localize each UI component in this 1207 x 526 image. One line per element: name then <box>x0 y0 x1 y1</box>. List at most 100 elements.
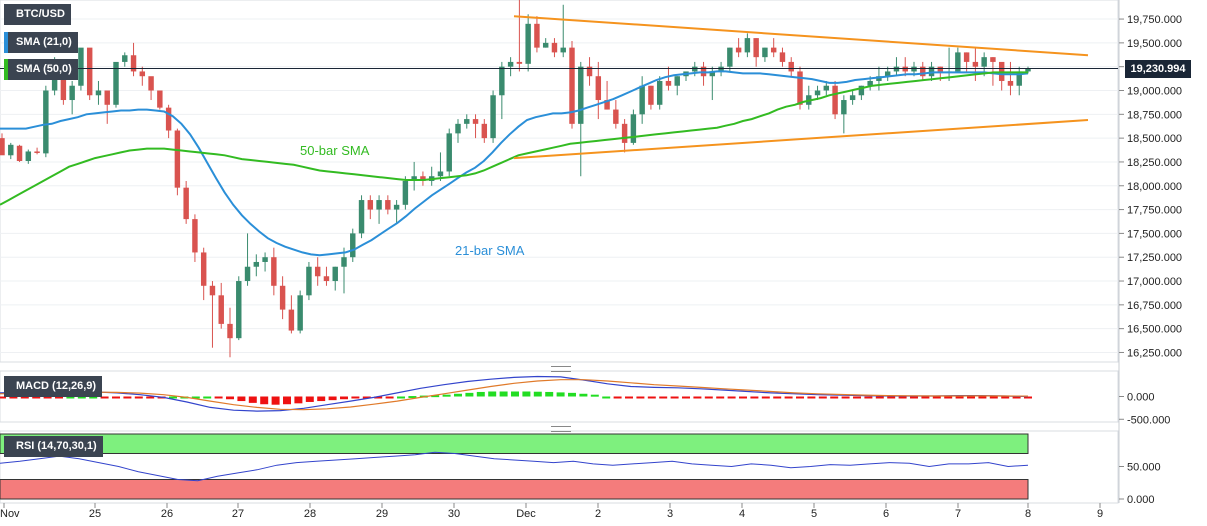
candle-body <box>130 55 137 72</box>
candle-body <box>735 47 742 53</box>
candle-body <box>955 52 961 72</box>
x-tick-label: 4 <box>739 508 745 520</box>
x-tick-label: 28 <box>304 508 316 520</box>
macd-legend[interactable]: MACD (12,26,9) <box>4 376 103 397</box>
candle-body <box>595 76 602 101</box>
x-tick-label: 5 <box>811 508 817 520</box>
y-tick-label: 17,000.000 <box>1127 276 1182 288</box>
candle-body <box>490 95 496 139</box>
macd-histogram-bar <box>967 396 975 399</box>
candle-body <box>1016 71 1022 86</box>
macd-histogram-bar <box>887 396 896 399</box>
candle-body <box>578 66 584 124</box>
candle-body <box>586 66 593 77</box>
candle-body <box>937 66 944 72</box>
candle-body <box>279 285 286 310</box>
macd-histogram-bar <box>214 396 223 399</box>
x-tick-label: 2 <box>595 508 601 520</box>
candle-body <box>823 85 830 91</box>
macd-histogram-bar <box>317 396 326 402</box>
macd-histogram-bar <box>271 396 280 405</box>
macd-histogram-bar <box>305 396 314 402</box>
candle-body <box>481 123 488 139</box>
macd-histogram-bar <box>533 391 542 397</box>
candle-body <box>779 52 786 62</box>
candle-body <box>402 181 409 205</box>
candle-body <box>0 138 5 156</box>
macd-histogram-bar <box>1012 396 1021 399</box>
macd-histogram-bar <box>841 396 850 399</box>
macd-histogram-bar <box>773 396 782 399</box>
candle-body <box>183 187 189 220</box>
rsi-line <box>0 451 1029 482</box>
macd-histogram-bar <box>499 391 508 397</box>
macd-histogram-bar <box>283 396 291 405</box>
candle-body <box>236 281 242 339</box>
candle-body <box>507 61 514 67</box>
sma21-legend[interactable]: SMA (21,0) <box>4 32 78 53</box>
sma21-swatch <box>4 32 8 53</box>
candle-body <box>8 144 14 156</box>
macd-histogram-bar <box>853 396 861 399</box>
macd-histogram-bar <box>784 396 793 399</box>
macd-histogram-bar <box>397 396 405 399</box>
macd-histogram-bar <box>203 396 212 399</box>
candle-body <box>884 71 891 77</box>
macd-histogram-bar <box>944 396 953 399</box>
macd-histogram-bar <box>77 396 86 399</box>
pane-resize-handle-rsi[interactable] <box>551 426 571 432</box>
macd-histogram-bar <box>442 394 451 397</box>
macd-histogram-bar <box>682 396 690 399</box>
candle-body <box>560 47 566 53</box>
macd-histogram-bar <box>248 396 257 403</box>
sma50-legend[interactable]: SMA (50,0) <box>4 59 78 80</box>
x-tick-label: 9 <box>1097 508 1103 520</box>
candle-body <box>78 47 84 86</box>
candle-body <box>534 23 540 48</box>
candle-body <box>393 204 400 210</box>
candle-body <box>858 85 865 96</box>
symbol-legend[interactable]: BTC/USD <box>4 4 71 25</box>
macd-histogram-bar <box>294 396 303 404</box>
macd-histogram-bar <box>921 396 930 399</box>
candle-body <box>218 295 224 324</box>
candle-body <box>122 55 128 62</box>
macd-histogram-bar <box>704 396 713 399</box>
x-tick-label: Nov <box>0 508 20 520</box>
macd-histogram-bar <box>408 396 417 399</box>
y-tick-label: 16,500.000 <box>1127 324 1182 336</box>
candle-body <box>314 266 321 277</box>
candle-body <box>174 130 181 188</box>
candle-body <box>306 266 312 296</box>
candle-body <box>253 261 260 267</box>
macd-histogram-bar <box>590 394 599 397</box>
pane-resize-handle-macd[interactable] <box>551 366 571 372</box>
candle-body <box>350 233 356 258</box>
candle-body <box>113 61 119 105</box>
macd-histogram-bar <box>123 396 132 399</box>
candle-body <box>727 47 733 67</box>
macd-histogram-bar <box>112 396 120 399</box>
candle-body <box>911 66 917 72</box>
y-tick-label: 17,250.000 <box>1127 252 1182 264</box>
sma21-line <box>0 70 1029 257</box>
macd-histogram-bar <box>1024 396 1032 399</box>
candle-body <box>464 119 470 124</box>
rsi-legend[interactable]: RSI (14,70,30,1) <box>4 436 103 457</box>
y-tick-label: 16,750.000 <box>1127 300 1182 312</box>
macd-histogram-bar <box>613 396 622 399</box>
candle-body <box>86 47 93 96</box>
candle-body <box>367 200 374 210</box>
macd-histogram-bar <box>978 396 987 399</box>
macd-histogram-bar <box>169 396 177 399</box>
candle-body <box>69 85 75 101</box>
macd-histogram-bar <box>750 396 759 399</box>
candle-body <box>551 42 558 53</box>
x-tick-label: 27 <box>232 508 244 520</box>
lower-trend-line <box>513 119 1089 160</box>
macd-histogram-bar <box>226 396 234 400</box>
y-tick-label: 18,000.000 <box>1127 181 1182 193</box>
candle-body <box>893 66 900 72</box>
macd-histogram-bar <box>636 396 645 399</box>
rsi-y-tick-label: 0.000 <box>1127 494 1155 506</box>
